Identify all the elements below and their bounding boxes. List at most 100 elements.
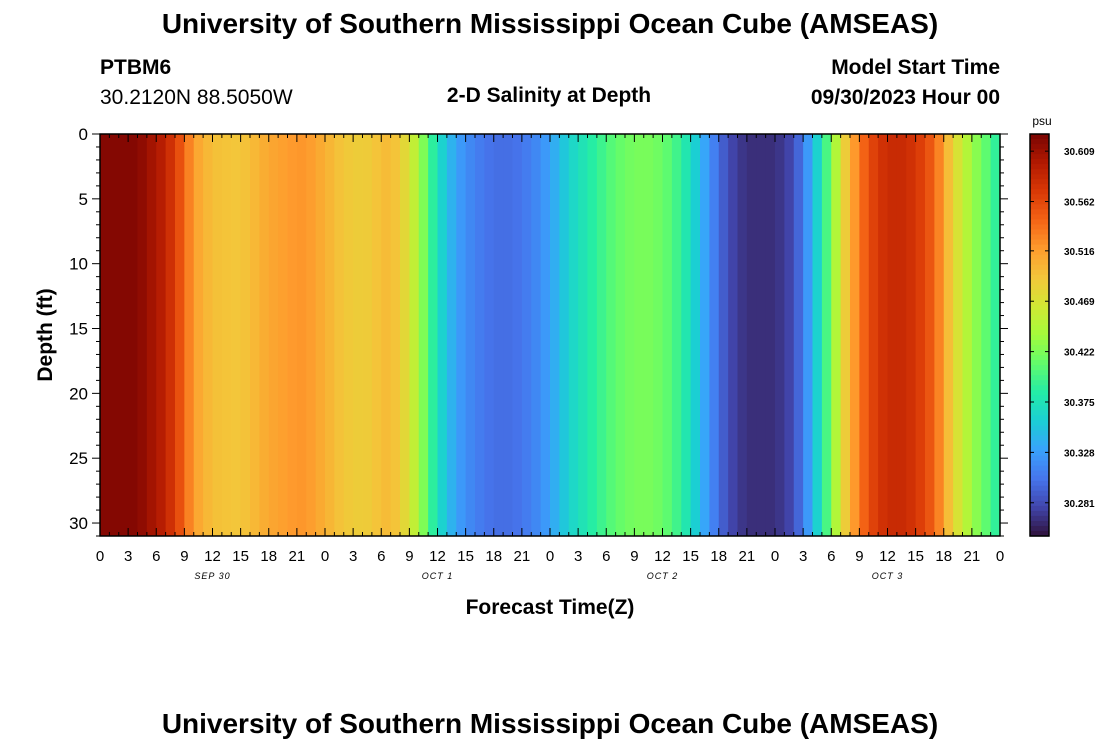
heatmap-cell — [418, 134, 429, 536]
heatmap-cell — [428, 134, 439, 536]
heatmap-cell — [596, 134, 607, 536]
colorbar-cell — [1030, 269, 1049, 276]
colorbar-cell — [1030, 430, 1049, 437]
x-tick-label: 9 — [630, 548, 638, 565]
heatmap-cell — [812, 134, 823, 536]
colorbar-cell — [1030, 154, 1049, 160]
heatmap-cell — [437, 134, 448, 536]
heatmap-cell — [746, 134, 757, 536]
colorbar-cell — [1030, 224, 1049, 231]
x-tick-label: 12 — [879, 548, 896, 565]
heatmap-cell — [559, 134, 570, 536]
heatmap-cell — [287, 134, 298, 536]
colorbar-tick-label: 30.609 — [1064, 147, 1095, 158]
heatmap-cell — [278, 134, 289, 536]
x-tick-label: 18 — [935, 548, 952, 565]
heatmap-cell — [671, 134, 682, 536]
heatmap-cell — [521, 134, 532, 536]
heatmap-cell — [615, 134, 626, 536]
x-tick-label: 9 — [855, 548, 863, 565]
heatmap-cell — [906, 134, 917, 536]
x-tick-label: 12 — [654, 548, 671, 565]
x-axis-label: Forecast Time(Z) — [465, 596, 635, 619]
colorbar-cell — [1030, 254, 1049, 261]
heatmap-cell — [784, 134, 795, 536]
heatmap-cell — [550, 134, 560, 536]
colorbar-cell — [1030, 375, 1049, 381]
colorbar-cell — [1030, 319, 1049, 326]
x-tick-label: 6 — [827, 548, 835, 565]
colorbar-cell — [1030, 435, 1049, 442]
y-tick-label: 0 — [79, 125, 88, 144]
colorbar-cell — [1030, 370, 1049, 376]
heatmap-cell — [446, 134, 457, 536]
title-bottom: University of Southern Mississippi Ocean… — [161, 708, 939, 739]
model-start-value: 09/30/2023 Hour 00 — [810, 86, 1000, 109]
colorbar-cell — [1030, 264, 1049, 271]
x-tick-label: 6 — [152, 548, 160, 565]
x-tick-label: 6 — [602, 548, 610, 565]
colorbar-cell — [1030, 440, 1049, 447]
heatmap-cell — [296, 134, 307, 536]
colorbar-cell — [1030, 480, 1049, 487]
heatmap-cell — [212, 134, 223, 536]
colorbar-cell — [1030, 304, 1049, 311]
colorbar-cell — [1030, 134, 1049, 140]
colorbar-cell — [1030, 329, 1049, 336]
heatmap-cell — [381, 134, 392, 536]
heatmap-cell — [371, 134, 382, 536]
heatmap-cell — [681, 134, 692, 536]
heatmap-cell — [587, 134, 598, 536]
y-tick-label: 5 — [79, 190, 88, 209]
colorbar-cell — [1030, 385, 1049, 391]
heatmap-cell — [775, 134, 785, 536]
heatmap-cell — [250, 134, 260, 536]
heatmap-cell — [175, 134, 185, 536]
heatmap-cell — [718, 134, 729, 536]
colorbar-cell — [1030, 500, 1049, 507]
colorbar-cell — [1030, 309, 1049, 316]
colorbar-cell — [1030, 350, 1049, 356]
colorbar-cell — [1030, 485, 1049, 492]
heatmap-cell — [540, 134, 551, 536]
colorbar-cell — [1030, 490, 1049, 497]
y-tick-label: 20 — [69, 384, 88, 403]
heatmap-cell — [156, 134, 167, 536]
heatmap-cell — [662, 134, 673, 536]
heatmap-cell — [203, 134, 214, 536]
colorbar-tick-label: 30.516 — [1064, 247, 1095, 258]
x-tick-label: 9 — [405, 548, 413, 565]
heatmap-cell — [137, 134, 148, 536]
colorbar-cell — [1030, 179, 1049, 185]
colorbar-cell — [1030, 420, 1049, 427]
heatmap-cell — [606, 134, 617, 536]
colorbar-cell — [1030, 400, 1049, 406]
heatmap-cell — [925, 134, 935, 536]
x-tick-label: 18 — [260, 548, 277, 565]
x-tick-label: 3 — [574, 548, 582, 565]
heatmap-cell — [765, 134, 776, 536]
colorbar-tick-label: 30.562 — [1064, 198, 1095, 209]
colorbar-cell — [1030, 445, 1049, 452]
heatmap-cell — [221, 134, 232, 536]
heatmap-cell — [109, 134, 120, 536]
heatmap-cell — [128, 134, 139, 536]
heatmap-cell — [465, 134, 476, 536]
colorbar-cell — [1030, 395, 1049, 401]
title-top: University of Southern Mississippi Ocean… — [161, 8, 939, 39]
heatmap-cell — [315, 134, 326, 536]
x-tick-label: 3 — [349, 548, 357, 565]
x-tick-label: 0 — [546, 548, 554, 565]
heatmap-cell — [625, 134, 635, 536]
colorbar-cell — [1030, 299, 1049, 306]
heatmap-cell — [268, 134, 279, 536]
colorbar-cell — [1030, 340, 1049, 346]
colorbar-cell — [1030, 335, 1049, 341]
heatmap-cell — [503, 134, 514, 536]
heatmap-cell — [184, 134, 195, 536]
heatmap-cell — [146, 134, 157, 536]
colorbar-cell — [1030, 289, 1049, 296]
x-tick-label: 6 — [377, 548, 385, 565]
colorbar-cell — [1030, 164, 1049, 170]
